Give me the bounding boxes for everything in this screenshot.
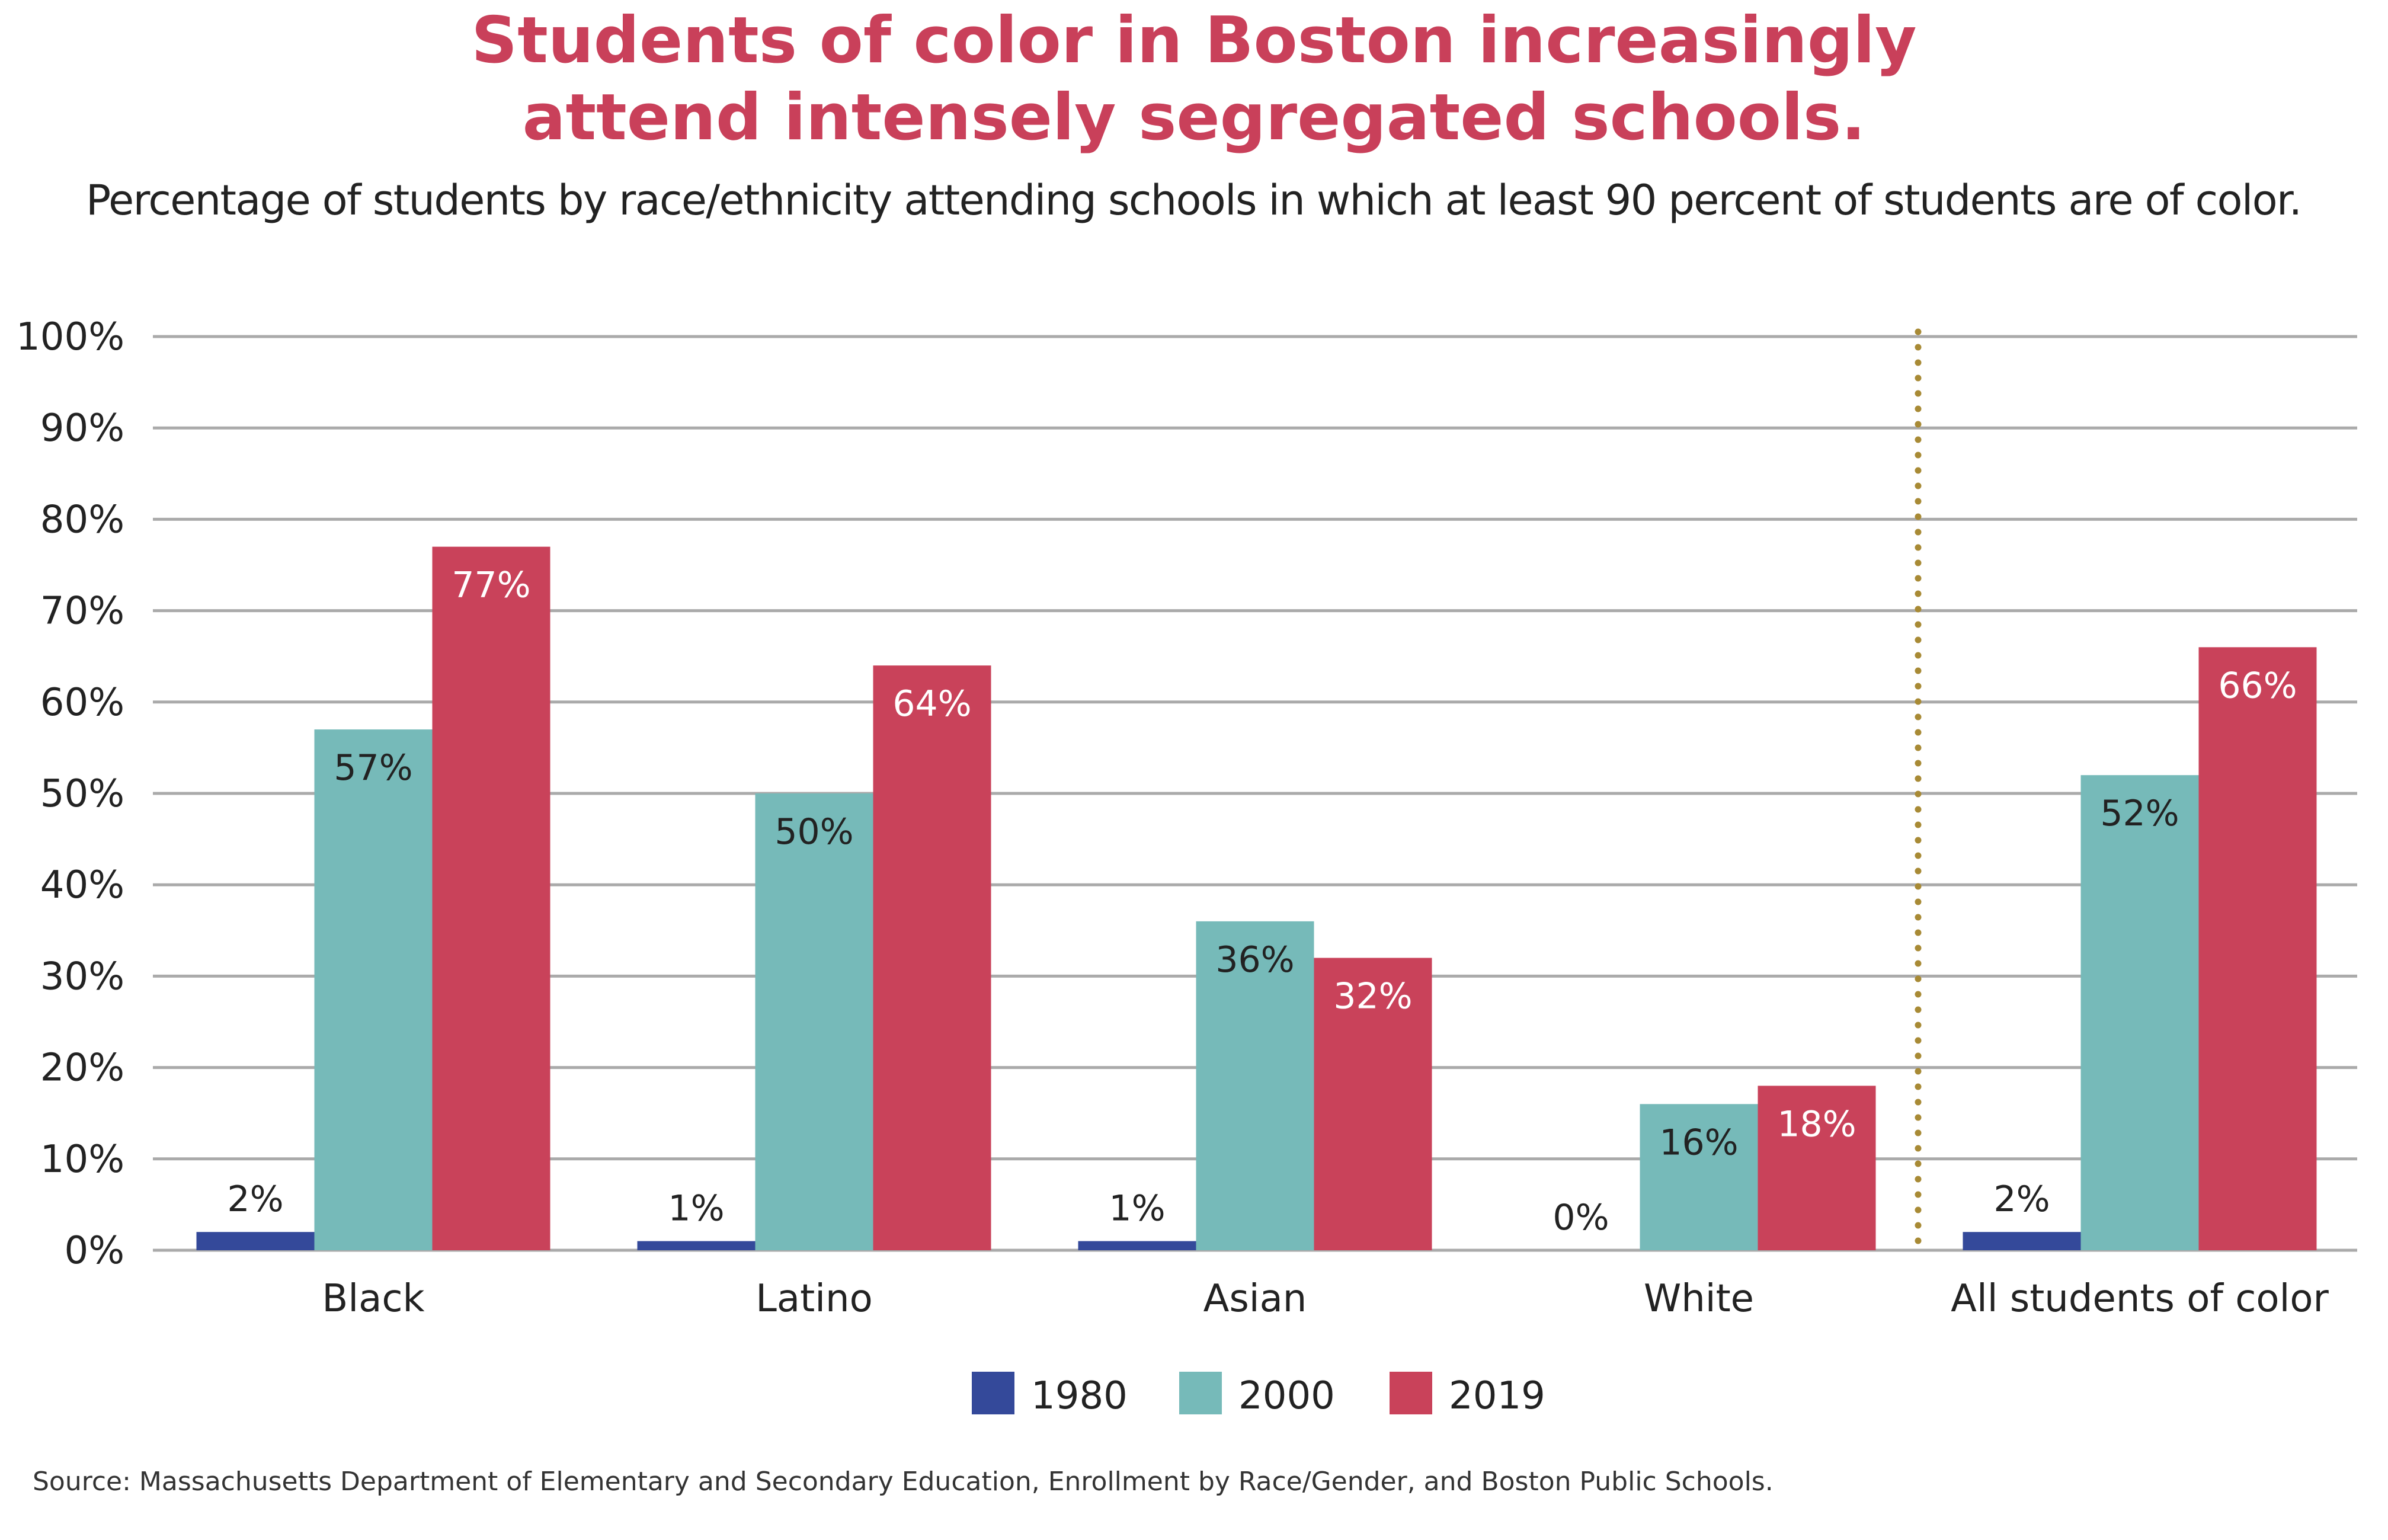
data-label: 36% [1215,939,1294,981]
y-tick-label: 0% [64,1229,124,1273]
data-label: 16% [1659,1122,1738,1163]
legend-swatch-2000 [1179,1372,1222,1414]
data-label: 1% [668,1188,724,1230]
bars: 2% 57% 77% 1% 50% 64% 1% 36% 32% 0% 16% 18% 2% 52% 66% [196,546,2317,1251]
bar-2000-latino [755,793,873,1250]
data-label: 1% [1109,1188,1165,1230]
y-tick-label: 10% [40,1138,124,1182]
bar-2019-white [1758,1086,1876,1250]
data-label: 66% [2218,665,2297,706]
legend: 1980 2000 2019 [972,1372,1545,1418]
y-tick-label: 30% [40,955,124,998]
data-label: 52% [2100,793,2179,834]
bar-2019-latino [873,665,991,1250]
y-tick-label: 60% [40,681,124,725]
data-label: 32% [1333,976,1412,1017]
data-label: 2% [1993,1179,2050,1220]
legend-swatch-1980 [972,1372,1014,1414]
bar-1980-all-students-of-color [1963,1232,2081,1250]
bar-2019-all-students-of-color [2198,647,2317,1250]
data-label: 77% [452,565,530,606]
bar-2019-black [432,546,550,1251]
y-tick-label: 50% [40,772,124,816]
y-tick-label: 70% [40,590,124,633]
source-note: Source: Massachusetts Department of Elem… [33,1467,1774,1497]
category-label: Asian [1203,1277,1307,1321]
category-label: All students of color [1951,1277,2329,1321]
chart-subtitle: Percentage of students by race/ethnicity… [86,176,2302,225]
x-axis-categories: Black Latino Asian White All students of col… [322,1277,2329,1321]
y-tick-label: 80% [40,498,124,542]
category-label: Latino [756,1277,872,1321]
bar-2000-asian [1196,921,1314,1250]
bar-1980-asian [1078,1241,1196,1250]
y-tick-label: 100% [16,315,124,359]
bar-1980-black [196,1232,315,1250]
legend-label-2000: 2000 [1238,1374,1335,1418]
category-label: Black [322,1277,424,1321]
legend-label-1980: 1980 [1031,1374,1128,1418]
data-label: 18% [1777,1103,1856,1145]
chart-title-line-2: attend intensely segregated schools. [523,81,1866,155]
data-label: 0% [1552,1197,1609,1238]
bar-1980-latino [637,1241,756,1250]
y-tick-label: 90% [40,406,124,450]
y-axis-ticks: 0% 10% 20% 30% 40% 50% 60% 70% 80% 90% 100% [16,315,124,1273]
data-label: 50% [774,811,853,853]
bar-2000-white [1640,1104,1758,1250]
bar-2000-black [314,729,433,1250]
legend-swatch-2019 [1390,1372,1432,1414]
category-label: White [1644,1277,1754,1321]
chart-title-line-1: Students of color in Boston increasingly [471,4,1916,78]
bar-2000-all-students-of-color [2080,775,2199,1250]
data-label: 2% [227,1179,283,1220]
data-label: 57% [334,747,412,789]
data-label: 64% [892,683,971,725]
legend-label-2019: 2019 [1449,1374,1545,1418]
y-tick-label: 20% [40,1046,124,1090]
y-tick-label: 40% [40,863,124,907]
bar-2019-asian [1314,958,1432,1250]
